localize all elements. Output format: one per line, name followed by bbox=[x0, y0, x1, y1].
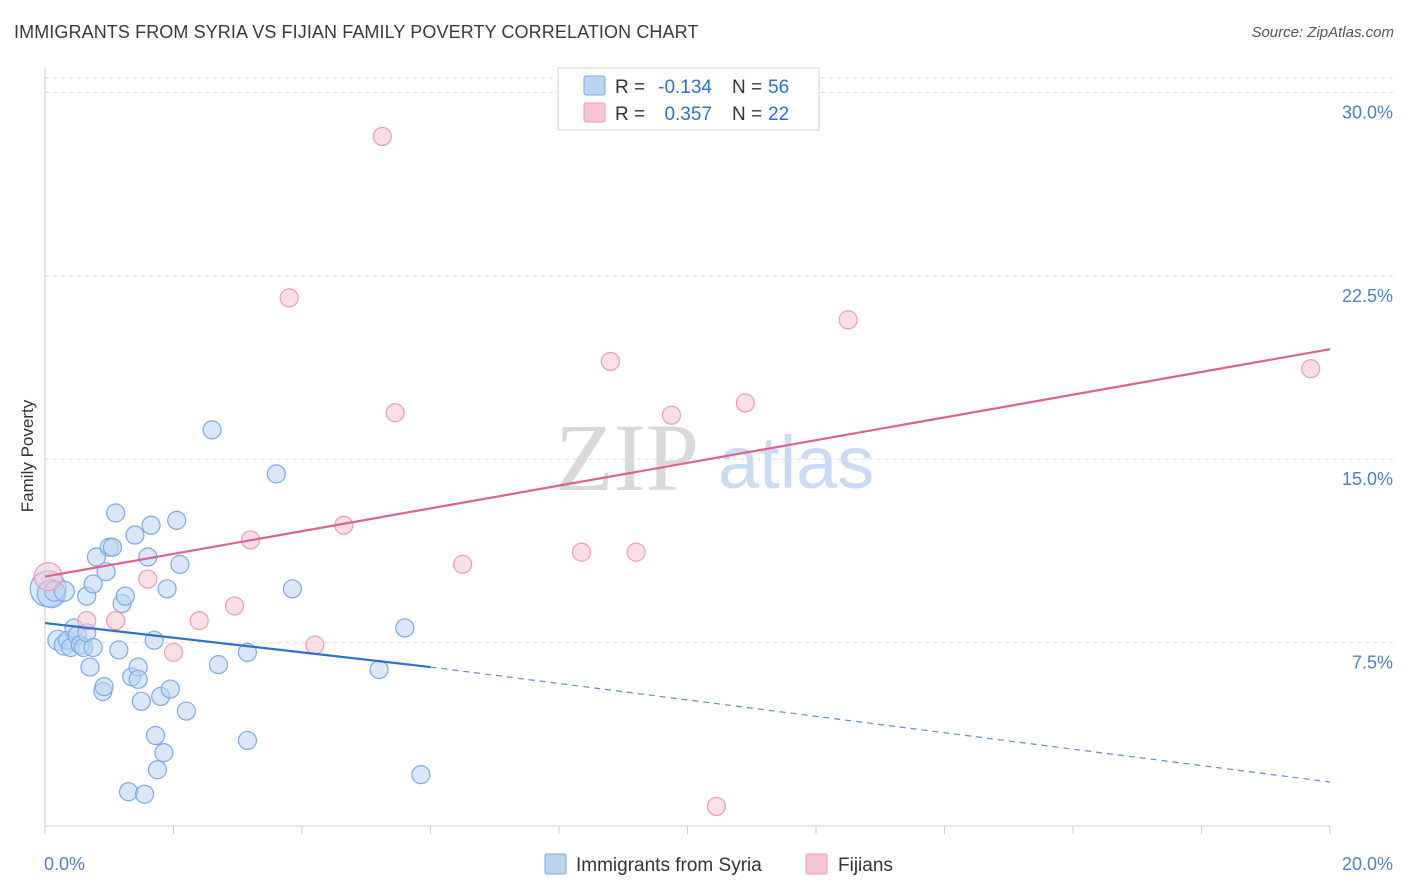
legend-swatch-blue bbox=[583, 75, 606, 96]
point-syria bbox=[102, 537, 123, 557]
chart-title: IMMIGRANTS FROM SYRIA VS FIJIAN FAMILY P… bbox=[14, 22, 699, 42]
point-fijian bbox=[838, 310, 858, 330]
point-syria bbox=[266, 464, 286, 484]
point-syria bbox=[125, 525, 145, 545]
legend-top: R = -0.134 N = 56 R = 0.357 N = 22 bbox=[557, 67, 820, 131]
point-syria bbox=[237, 642, 257, 662]
legend-bottom-label-syria: Immigrants from Syria bbox=[576, 855, 762, 876]
trend-syria-dashed bbox=[430, 666, 1331, 783]
point-syria bbox=[118, 782, 139, 802]
y-tick-label: 7.5% bbox=[1352, 653, 1393, 673]
point-syria bbox=[145, 725, 166, 746]
legend-r-label-2: R = bbox=[615, 104, 645, 125]
point-syria bbox=[369, 659, 389, 680]
point-fijian bbox=[224, 596, 245, 616]
point-fijian bbox=[189, 611, 209, 631]
legend-bottom-swatch-blue bbox=[544, 853, 567, 875]
point-fijian bbox=[735, 393, 755, 413]
y-axis-label: Family Poverty bbox=[18, 399, 37, 512]
y-tick-label: 22.5% bbox=[1342, 286, 1393, 306]
point-fijian bbox=[77, 611, 97, 631]
point-syria bbox=[83, 574, 103, 594]
point-syria bbox=[282, 579, 302, 599]
point-syria bbox=[395, 618, 415, 638]
point-fijian bbox=[661, 405, 682, 425]
point-syria bbox=[94, 677, 114, 697]
point-syria bbox=[157, 579, 177, 599]
point-syria bbox=[208, 655, 229, 675]
point-syria bbox=[411, 765, 431, 785]
point-fijian bbox=[1301, 359, 1321, 379]
point-fijian bbox=[372, 126, 392, 147]
point-fijian bbox=[163, 642, 184, 662]
point-syria bbox=[80, 657, 100, 677]
point-fijian bbox=[571, 542, 592, 562]
point-syria bbox=[202, 420, 222, 440]
point-syria bbox=[237, 730, 257, 751]
point-syria bbox=[83, 637, 103, 658]
point-fijian bbox=[106, 611, 126, 631]
y-tick-label: 15.0% bbox=[1342, 469, 1393, 489]
legend-n-label-2: N = bbox=[732, 104, 762, 125]
gridlines bbox=[45, 77, 1393, 644]
point-syria bbox=[109, 640, 129, 660]
point-syria bbox=[176, 701, 196, 721]
legend-r-label-1: R = bbox=[615, 77, 645, 98]
x-tick-label-max: 20.0% bbox=[1342, 854, 1393, 874]
y-tick-label: 30.0% bbox=[1342, 102, 1393, 122]
point-syria bbox=[131, 691, 151, 711]
point-fijian bbox=[706, 796, 727, 817]
point-syria bbox=[128, 669, 148, 689]
point-syria bbox=[167, 510, 187, 530]
legend-r-value-1: -0.134 bbox=[658, 77, 712, 98]
legend-bottom: Immigrants from Syria Fijians bbox=[544, 853, 893, 876]
point-fijian bbox=[305, 635, 325, 655]
x-tick-label-min: 0.0% bbox=[44, 854, 85, 874]
point-syria bbox=[154, 743, 174, 763]
legend-bottom-label-fijians: Fijians bbox=[838, 855, 893, 876]
legend-r-value-2: 0.357 bbox=[664, 104, 712, 125]
trend-lines bbox=[44, 348, 1331, 783]
point-fijian bbox=[385, 403, 405, 423]
point-fijian bbox=[138, 569, 158, 589]
point-syria bbox=[53, 580, 75, 602]
x-ticks bbox=[44, 826, 1331, 834]
legend-bottom-swatch-pink bbox=[805, 853, 828, 875]
legend-n-value-1: 56 bbox=[768, 77, 789, 98]
point-fijian bbox=[626, 542, 646, 562]
point-syria bbox=[134, 784, 155, 804]
point-syria bbox=[160, 679, 180, 699]
source-label: Source: ZipAtlas.com bbox=[1251, 24, 1394, 41]
y-tick-labels: 7.5% 15.0% 22.5% 30.0% bbox=[1342, 102, 1393, 672]
point-syria bbox=[170, 554, 190, 574]
trend-fijians bbox=[44, 348, 1331, 578]
point-syria bbox=[106, 503, 126, 523]
trend-syria-solid bbox=[44, 621, 431, 669]
legend-n-label-1: N = bbox=[732, 77, 762, 98]
point-syria bbox=[147, 760, 168, 780]
point-syria bbox=[141, 515, 161, 535]
legend-n-value-2: 22 bbox=[768, 104, 789, 125]
series-immigrants-from-syria bbox=[29, 420, 431, 804]
point-fijian bbox=[600, 351, 621, 372]
legend-swatch-pink bbox=[583, 102, 606, 123]
point-fijian bbox=[279, 288, 299, 308]
point-syria bbox=[86, 547, 107, 567]
point-syria bbox=[115, 586, 135, 606]
point-fijian bbox=[453, 554, 473, 574]
